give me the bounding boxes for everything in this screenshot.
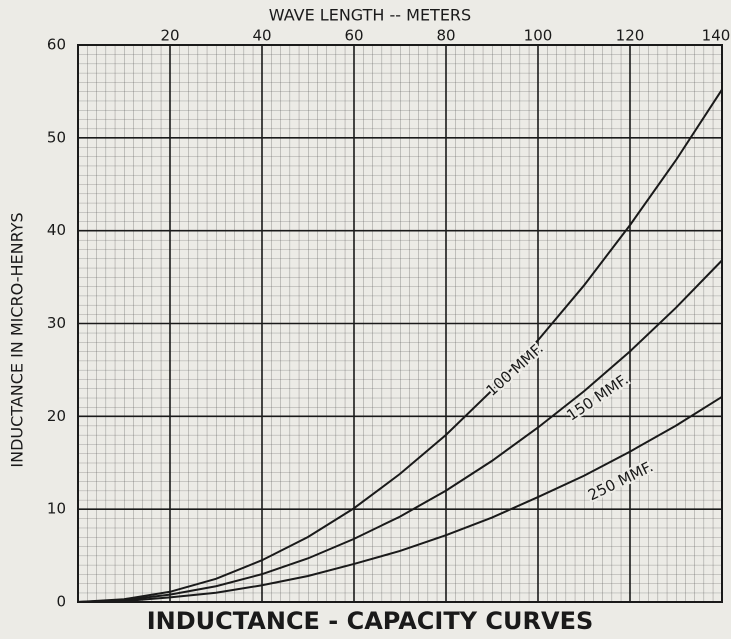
x-tick-label: 60 [344,27,363,45]
y-tick-label: 30 [47,314,66,332]
x-tick-label: 40 [252,27,271,45]
curve [77,89,723,603]
x-tick-label: 20 [160,27,179,45]
y-axis-label: INDUCTANCE IN MICRO-HENRYS [8,212,27,467]
x-tick-label: 140 [702,27,731,45]
x-tick-label: 100 [524,27,553,45]
y-tick-label: 40 [47,221,66,239]
y-tick-label: 10 [47,500,66,518]
y-tick-label: 50 [47,128,66,146]
curve [77,259,723,603]
chart-title: INDUCTANCE - CAPACITY CURVES [147,607,594,635]
x-tick-label: 80 [436,27,455,45]
x-tick-label: 120 [616,27,645,45]
curve [77,395,723,603]
y-tick-label: 20 [47,407,66,425]
y-tick-label: 60 [47,36,66,54]
y-tick-label: 0 [56,593,66,611]
x-axis-label: WAVE LENGTH -- METERS [269,6,471,25]
